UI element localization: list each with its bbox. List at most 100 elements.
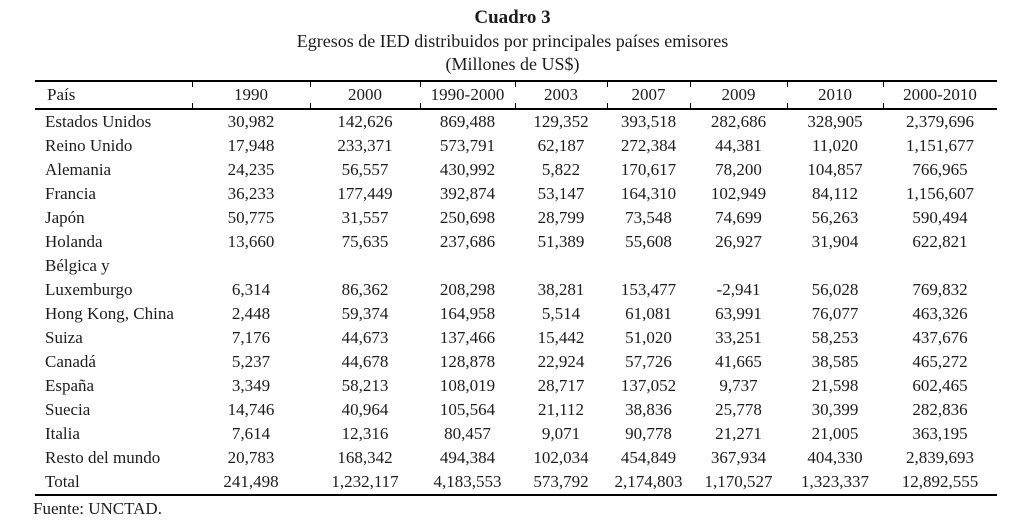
country-cell: Canadá bbox=[45, 352, 96, 371]
value-cell: 393,518 bbox=[620, 112, 677, 131]
value-cell: 53,147 bbox=[537, 184, 585, 203]
value-cell: 367,934 bbox=[710, 448, 767, 467]
table-row: Canadá 5,237 44,678 128,878 22,924 57,72… bbox=[35, 350, 997, 374]
column-header-2010: 2010 bbox=[786, 80, 883, 110]
value-cell: 465,272 bbox=[912, 352, 968, 371]
value-cell: 59,374 bbox=[341, 304, 389, 323]
table-title: Cuadro 3 bbox=[474, 7, 551, 28]
value-cell: 1,170,527 bbox=[690, 470, 787, 496]
value-cell: 105,564 bbox=[439, 400, 496, 419]
value-cell: 104,857 bbox=[807, 160, 863, 179]
value-cell: 76,077 bbox=[811, 304, 859, 323]
value-cell: 233,371 bbox=[337, 136, 393, 155]
country-cell: Estados Unidos bbox=[45, 112, 152, 131]
country-cell: Holanda bbox=[45, 232, 103, 251]
value-cell: 3,349 bbox=[231, 376, 271, 395]
column-header-2009: 2009 bbox=[689, 80, 787, 110]
value-cell: 21,112 bbox=[537, 400, 585, 419]
value-cell: 5,514 bbox=[541, 304, 581, 323]
value-cell: 437,676 bbox=[912, 328, 968, 347]
table-row: Total 241,498 1,232,117 4,183,553 573,79… bbox=[35, 470, 997, 496]
value-cell: 869,488 bbox=[439, 112, 496, 131]
value-cell: 168,342 bbox=[337, 448, 393, 467]
table-subtitle: Egresos de IED distribuidos por principa… bbox=[296, 31, 729, 51]
value-cell: 573,792 bbox=[515, 470, 607, 496]
value-cell: 56,263 bbox=[811, 208, 859, 227]
value-cell: 766,965 bbox=[912, 160, 968, 179]
table-row: Japón 50,775 31,557 250,698 28,799 73,54… bbox=[35, 206, 997, 230]
value-cell: 44,673 bbox=[341, 328, 389, 347]
value-cell: 622,821 bbox=[912, 232, 968, 251]
header-row: País 1990 2000 1990-2000 2003 2007 2009 … bbox=[35, 80, 997, 110]
value-cell: 12,892,555 bbox=[883, 470, 997, 496]
value-cell: 142,626 bbox=[337, 112, 393, 131]
table-row: Alemania 24,235 56,557 430,992 5,822 170… bbox=[35, 158, 997, 182]
value-cell: 74,699 bbox=[715, 208, 762, 227]
table-row: Italia 7,614 12,316 80,457 9,071 90,778 … bbox=[35, 422, 997, 446]
table-row: España 3,349 58,213 108,019 28,717 137,0… bbox=[35, 374, 997, 398]
value-cell: 24,235 bbox=[227, 160, 275, 179]
value-cell: 63,991 bbox=[715, 304, 762, 323]
country-cell: Japón bbox=[45, 208, 85, 227]
value-cell: 20,783 bbox=[227, 448, 275, 467]
value-cell: 30,982 bbox=[227, 112, 275, 131]
value-cell: 26,927 bbox=[715, 232, 762, 251]
value-cell: 1,151,677 bbox=[906, 136, 974, 155]
value-cell: -2,941 bbox=[716, 280, 761, 299]
value-cell: 272,384 bbox=[620, 136, 677, 155]
column-header-2000-2010: 2000-2010 bbox=[882, 80, 997, 110]
value-cell: 51,020 bbox=[625, 328, 672, 347]
country-cell: Total bbox=[35, 470, 192, 496]
value-cell: 15,442 bbox=[537, 328, 585, 347]
column-header-1990-2000: 1990-2000 bbox=[419, 80, 515, 110]
column-header-pais: País bbox=[35, 80, 192, 110]
value-cell: 75,635 bbox=[341, 232, 389, 251]
country-cell: Bélgica y Luxemburgo bbox=[45, 256, 133, 299]
value-cell: 108,019 bbox=[439, 376, 496, 395]
country-cell: Suiza bbox=[45, 328, 83, 347]
value-cell: 5,822 bbox=[541, 160, 581, 179]
value-cell: 573,791 bbox=[439, 136, 496, 155]
value-cell: 21,598 bbox=[811, 376, 859, 395]
value-cell: 9,737 bbox=[719, 376, 758, 395]
value-cell: 430,992 bbox=[439, 160, 496, 179]
country-cell: Suecia bbox=[45, 400, 91, 419]
value-cell: 137,466 bbox=[439, 328, 496, 347]
value-cell: 28,799 bbox=[537, 208, 585, 227]
value-cell: 164,310 bbox=[620, 184, 677, 203]
value-cell: 14,746 bbox=[227, 400, 275, 419]
value-cell: 21,005 bbox=[811, 424, 859, 443]
value-cell: 61,081 bbox=[625, 304, 672, 323]
value-cell: 363,195 bbox=[912, 424, 968, 443]
value-cell: 86,362 bbox=[341, 280, 389, 299]
country-cell: Reino Unido bbox=[45, 136, 133, 155]
country-cell: Francia bbox=[45, 184, 96, 203]
column-header-2007: 2007 bbox=[606, 80, 690, 110]
table-caption-block: Cuadro 3 Egresos de IED distribuidos por… bbox=[0, 0, 1025, 76]
value-cell: 6,314 bbox=[231, 280, 271, 299]
value-cell: 602,465 bbox=[912, 376, 968, 395]
value-cell: 463,326 bbox=[912, 304, 968, 323]
table-row: Suecia 14,746 40,964 105,564 21,112 38,8… bbox=[35, 398, 997, 422]
value-cell: 55,608 bbox=[625, 232, 672, 251]
value-cell: 73,548 bbox=[625, 208, 672, 227]
source-note: Fuente: UNCTAD. bbox=[33, 499, 162, 518]
value-cell: 90,778 bbox=[625, 424, 672, 443]
value-cell: 44,381 bbox=[715, 136, 762, 155]
value-cell: 22,924 bbox=[537, 352, 585, 371]
value-cell: 25,778 bbox=[715, 400, 762, 419]
table-row: Resto del mundo 20,783 168,342 494,384 1… bbox=[35, 446, 997, 470]
country-cell: España bbox=[45, 376, 95, 395]
value-cell: 328,905 bbox=[807, 112, 863, 131]
country-cell: Alemania bbox=[45, 160, 112, 179]
value-cell: 237,686 bbox=[439, 232, 496, 251]
value-cell: 31,904 bbox=[811, 232, 859, 251]
value-cell: 57,726 bbox=[625, 352, 672, 371]
value-cell: 590,494 bbox=[912, 208, 968, 227]
value-cell: 494,384 bbox=[439, 448, 496, 467]
value-cell: 50,775 bbox=[227, 208, 275, 227]
value-cell: 28,717 bbox=[537, 376, 585, 395]
value-cell: 33,251 bbox=[715, 328, 762, 347]
value-cell: 9,071 bbox=[541, 424, 581, 443]
